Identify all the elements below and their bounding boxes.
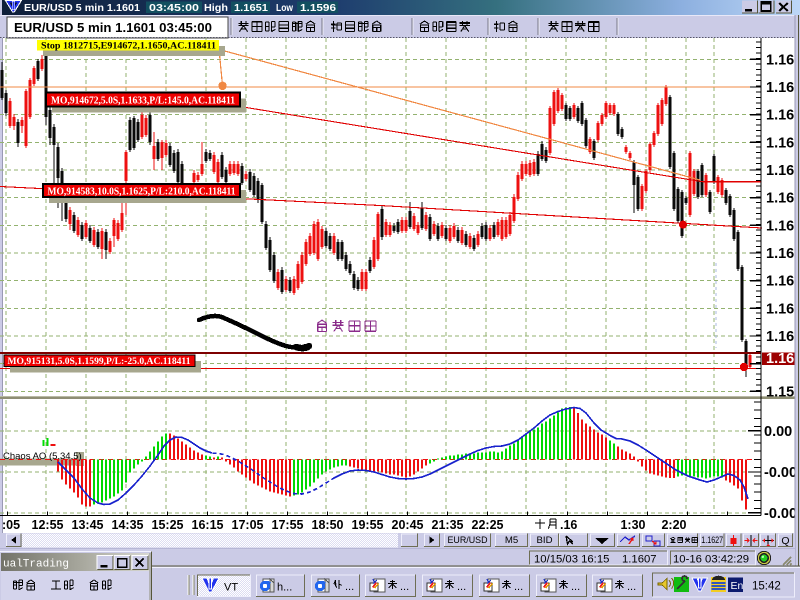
svg-text:High: High [204,3,228,14]
svg-text:...: ... [514,581,523,593]
svg-text:...: ... [627,581,636,593]
svg-text:VT: VT [224,582,238,594]
svg-text:1.1607: 1.1607 [622,554,657,566]
svg-text:1.16: 1.16 [766,191,794,207]
svg-text:1.16: 1.16 [766,218,794,234]
svg-text:1.1596: 1.1596 [300,3,337,14]
svg-text:1.16: 1.16 [766,80,794,96]
svg-text:...: ... [457,581,466,593]
svg-text:1.16: 1.16 [766,108,794,124]
svg-text:1.16: 1.16 [766,135,794,151]
svg-text:16:15: 16:15 [192,518,224,532]
svg-text:0.00: 0.00 [764,424,792,440]
svg-text:...: ... [400,581,409,593]
svg-text:21:35: 21:35 [432,518,464,532]
svg-text:17:05: 17:05 [232,518,264,532]
svg-text:Stop 1812715,E914672,1.1650,AC: Stop 1812715,E914672,1.1650,AC.118411 [41,41,216,52]
svg-text:13:45: 13:45 [72,518,104,532]
svg-text:1.16: 1.16 [766,329,794,345]
svg-text:1.16: 1.16 [766,163,794,179]
svg-text:1.16: 1.16 [766,301,794,317]
svg-text:1.16: 1.16 [766,52,794,68]
svg-text:Q: Q [781,535,789,547]
svg-text:M5: M5 [505,535,518,546]
svg-text:1.16: 1.16 [766,246,794,262]
svg-text:1.1651: 1.1651 [234,3,268,14]
svg-text:1:30: 1:30 [620,518,645,532]
svg-text:MO,914672,5.0S,1.1633,P/L:145.: MO,914672,5.0S,1.1633,P/L:145.0,AC.11841… [51,95,235,106]
svg-text:-0.00: -0.00 [764,465,797,481]
svg-text:10/15/03 16:15: 10/15/03 16:15 [534,554,609,566]
svg-text:Chaos AO (5,34,5): Chaos AO (5,34,5) [3,451,82,462]
svg-text:EUR/USD: EUR/USD [448,535,488,546]
svg-text:En: En [731,580,744,592]
svg-text:MO,915131,5.0S,1.1599,P/L:-25.: MO,915131,5.0S,1.1599,P/L:-25.0,AC.11841… [8,356,191,367]
svg-text:14:35: 14:35 [112,518,144,532]
svg-text:MO,914583,10.0S,1.1625,P/L:210: MO,914583,10.0S,1.1625,P/L:210.0,AC.1184… [48,186,236,197]
svg-text:1.16: 1.16 [766,274,794,290]
svg-text:15:25: 15:25 [152,518,184,532]
svg-text:...: ... [345,581,354,593]
svg-text:-0.00: -0.00 [764,506,797,522]
svg-text:19:55: 19:55 [352,518,384,532]
svg-text:BID: BID [537,535,553,546]
svg-text:1.15: 1.15 [766,384,794,400]
svg-text:1.16: 1.16 [766,351,794,367]
svg-text:03:45:00: 03:45:00 [149,3,200,14]
svg-text:1.1627: 1.1627 [701,535,723,546]
svg-text:...: ... [571,581,580,593]
svg-text:20:45: 20:45 [392,518,424,532]
svg-text:18:50: 18:50 [312,518,344,532]
svg-text:ualTrading: ualTrading [3,559,69,571]
svg-text:h...: h... [277,582,292,594]
svg-text:22:25: 22:25 [472,518,504,532]
svg-text:EUR/USD 5 min 1.1601: EUR/USD 5 min 1.1601 [24,3,140,14]
svg-text:Low: Low [276,3,293,14]
svg-text:12:55: 12:55 [32,518,64,532]
svg-text::05: :05 [2,518,20,532]
svg-text:2:20: 2:20 [661,518,686,532]
svg-text:EUR/USD 5 min 1.1601 03:45:00: EUR/USD 5 min 1.1601 03:45:00 [14,20,212,35]
svg-text:10-16 03:42:29: 10-16 03:42:29 [673,554,749,566]
svg-text:15:42: 15:42 [752,581,781,593]
svg-text:.16: .16 [560,518,577,532]
svg-text:17:55: 17:55 [272,518,304,532]
